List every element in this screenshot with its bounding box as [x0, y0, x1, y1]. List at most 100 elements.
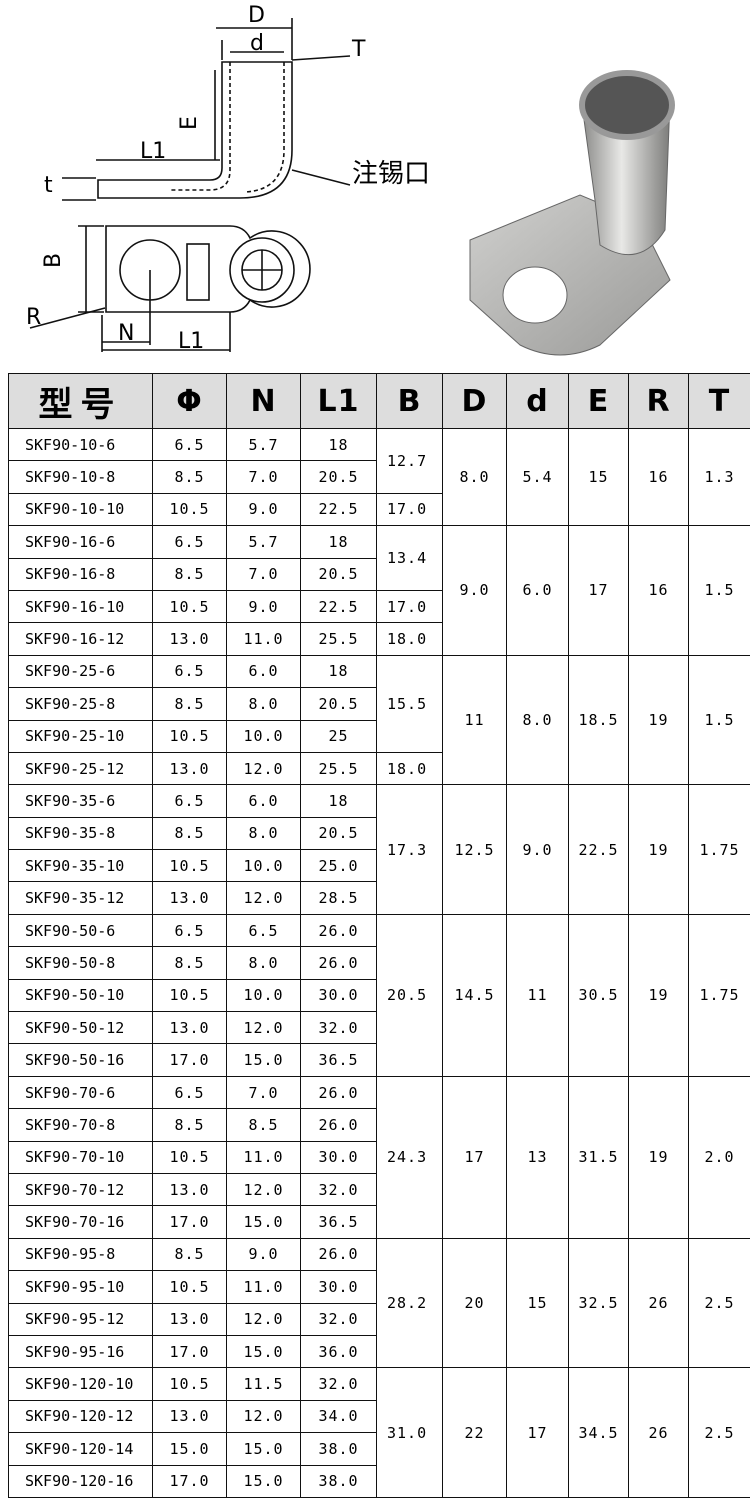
table-cell: 30.0	[300, 978, 377, 1013]
table-cell: 15.5	[376, 654, 443, 753]
table-cell: 6.5	[152, 525, 227, 559]
drawing-label: E	[177, 116, 202, 130]
table-cell: 1.75	[688, 784, 750, 915]
table-cell: 31.5	[568, 1075, 629, 1239]
table-cell: 6.5	[152, 913, 227, 948]
table-cell: 12.0	[226, 1302, 301, 1336]
table-cell: 8.5	[152, 460, 227, 494]
table-cell: 1.5	[688, 654, 750, 786]
table-cell: SKF90-70-12	[8, 1172, 153, 1207]
table-row: SKF90-16-10 10.5 9.0 22.5 17.0	[8, 589, 750, 624]
table-row: SKF90-120-10 10.5 11.5 32.0 31.0 22 17 34.5 26 2.…	[8, 1367, 750, 1498]
table-cell: SKF90-120-14	[8, 1432, 153, 1466]
table-cell: SKF90-50-10	[8, 978, 153, 1013]
table-cell: 36.5	[300, 1043, 377, 1077]
table-cell: 12.0	[226, 1011, 301, 1045]
table-cell: SKF90-16-10	[8, 589, 153, 624]
table-cell: SKF90-120-12	[8, 1399, 153, 1434]
table-cell: 36.0	[300, 1334, 377, 1369]
table-cell: 25.0	[300, 849, 377, 883]
table-cell: 9.0	[226, 1237, 301, 1272]
table-cell: 17.3	[376, 784, 443, 915]
table-cell: 15.0	[226, 1464, 301, 1498]
table-cell: 8.0	[442, 427, 507, 527]
table-cell: 11	[442, 654, 507, 786]
table-cell: 7.0	[226, 557, 301, 591]
table-cell: 6.5	[152, 1075, 227, 1110]
drawing-label: T	[351, 37, 366, 62]
table-cell: 11.0	[226, 1270, 301, 1304]
table-cell: 34.0	[300, 1399, 377, 1434]
table-cell: 22.5	[300, 589, 377, 624]
table-row: SKF90-70-12 13.0 12.0 32.0	[8, 1172, 750, 1207]
table-cell: SKF90-10-8	[8, 460, 153, 494]
table-cell: 32.0	[300, 1172, 377, 1207]
table-cell: SKF90-95-8	[8, 1237, 153, 1272]
table-cell: 38.0	[300, 1432, 377, 1466]
table-cell: SKF90-50-16	[8, 1043, 153, 1077]
table-cell: 5.7	[226, 427, 301, 462]
table-cell: 13.0	[152, 881, 227, 915]
table-cell: 6.5	[152, 654, 227, 689]
table-cell: 8.0	[226, 687, 301, 721]
table-cell: 25	[300, 719, 377, 753]
table-row: SKF90-50-8 8.5 8.0 26.0	[8, 946, 750, 980]
table-row: SKF90-10-10 10.5 9.0 22.5 17.0	[8, 492, 750, 527]
header-cell: D	[442, 373, 507, 429]
drawing-label: D	[248, 3, 265, 28]
table-cell: SKF90-95-16	[8, 1334, 153, 1369]
drawing-label: 注锡口	[352, 159, 430, 189]
table-cell: SKF90-16-8	[8, 557, 153, 591]
table-cell: 7.0	[226, 1075, 301, 1110]
table-row: SKF90-50-6 6.5 6.5 26.0 20.5 14.5 11 30.5 19 1.75	[8, 913, 750, 1077]
header-cell: 型号	[8, 373, 153, 429]
header-cell: R	[628, 373, 689, 429]
table-cell: SKF90-35-8	[8, 816, 153, 851]
table-cell: 8.5	[152, 816, 227, 851]
table-cell: 13	[506, 1075, 569, 1239]
table-cell: 18.0	[376, 751, 443, 786]
table-cell: 32.0	[300, 1367, 377, 1401]
header-cell: L1	[300, 373, 377, 429]
table-row: SKF90-70-6 6.5 7.0 26.0 24.3 17 13 31.5 19 2.0	[8, 1075, 750, 1239]
table-row: SKF90-10-6 6.5 5.7 18 12.7 8.0 5.4 15 16 1.3	[8, 427, 750, 527]
header-cell: T	[688, 373, 750, 429]
table-row: SKF90-10-8 8.5 7.0 20.5	[8, 460, 750, 494]
table-cell: 10.5	[152, 1140, 227, 1174]
table-cell: 14.5	[442, 913, 507, 1077]
table-cell: 12.5	[442, 784, 507, 915]
table-cell: SKF90-16-12	[8, 622, 153, 656]
table-cell: 26	[628, 1367, 689, 1498]
table-cell: 26.0	[300, 913, 377, 948]
table-cell: 10.5	[152, 589, 227, 624]
table-cell: 15.0	[226, 1432, 301, 1466]
table-cell: 30.0	[300, 1270, 377, 1304]
table-cell: 26.0	[300, 1237, 377, 1272]
table-cell: 8.5	[152, 946, 227, 980]
table-row: SKF90-70-16 17.0 15.0 36.5	[8, 1205, 750, 1239]
table-cell: 11.0	[226, 1140, 301, 1174]
table-cell: 6.5	[152, 784, 227, 818]
header-cell: E	[568, 373, 629, 429]
table-cell: 22	[442, 1367, 507, 1498]
table-cell: 12.0	[226, 1172, 301, 1207]
table-cell: 16	[628, 525, 689, 656]
table-cell: 9.0	[226, 492, 301, 527]
table-row: SKF90-35-12 13.0 12.0 28.5	[8, 881, 750, 915]
technical-drawing	[29, 18, 351, 352]
table-cell: 12.0	[226, 881, 301, 915]
table-row: SKF90-16-6 6.5 5.7 18 13.4 9.0 6.0 17 16 1.5	[8, 525, 750, 656]
table-cell: 17.0	[376, 589, 443, 624]
table-cell: 20	[442, 1237, 507, 1369]
drawing-label: d	[250, 31, 264, 56]
table-cell: 17.0	[152, 1205, 227, 1239]
table-row: SKF90-120-16 17.0 15.0 38.0	[8, 1464, 750, 1498]
table-row: SKF90-95-12 13.0 12.0 32.0	[8, 1302, 750, 1336]
table-cell: 36.5	[300, 1205, 377, 1239]
table-cell: 8.0	[506, 654, 569, 786]
table-cell: 17.0	[152, 1334, 227, 1369]
table-cell: SKF90-25-8	[8, 687, 153, 721]
table-row: SKF90-95-16 17.0 15.0 36.0	[8, 1334, 750, 1369]
table-cell: 15	[506, 1237, 569, 1369]
table-cell: 18	[300, 525, 377, 559]
